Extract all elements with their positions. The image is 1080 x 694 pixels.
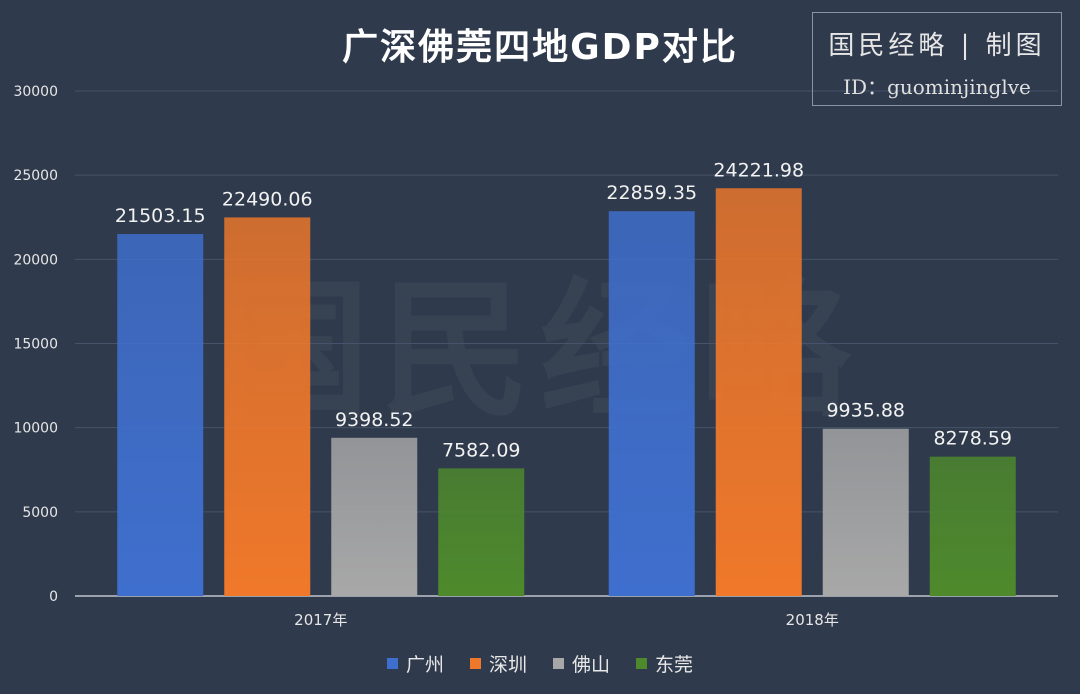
legend-item: 佛山 xyxy=(553,650,610,677)
data-label: 24221.98 xyxy=(713,159,804,181)
y-tick-label: 10000 xyxy=(13,421,58,437)
bar-1-1 xyxy=(715,188,802,596)
y-tick-label: 15000 xyxy=(13,337,58,353)
chart-legend: 广州 深圳 佛山 东莞 xyxy=(0,650,1080,677)
y-tick-label: 30000 xyxy=(13,84,58,100)
watermark-box: 国民经略 | 制图 ID：guominjinglve xyxy=(812,12,1062,106)
watermark-id: ID：guominjinglve xyxy=(843,75,1031,99)
data-label: 21503.15 xyxy=(115,205,206,227)
legend-item: 深圳 xyxy=(469,650,527,677)
data-label: 7582.09 xyxy=(442,439,521,461)
bar-2-0 xyxy=(331,437,418,596)
bar-3-0 xyxy=(438,468,525,596)
legend-label: 深圳 xyxy=(488,654,527,676)
y-tick-label: 20000 xyxy=(13,252,58,268)
legend-swatch xyxy=(386,658,398,669)
y-tick-label: 5000 xyxy=(22,505,58,521)
legend-item: 东莞 xyxy=(636,650,693,677)
legend-item: 广州 xyxy=(386,650,444,677)
y-tick-label: 25000 xyxy=(13,168,58,184)
bar-1-0 xyxy=(224,217,311,596)
bar-2-1 xyxy=(822,428,909,596)
data-label: 9398.52 xyxy=(335,409,414,431)
data-label: 22859.35 xyxy=(606,182,697,204)
data-label: 22490.06 xyxy=(222,188,313,210)
watermark-brand: 国民经略 | 制图 xyxy=(828,31,1046,61)
x-category-label: 2018年 xyxy=(786,611,839,629)
bar-0-1 xyxy=(608,211,695,597)
legend-label: 东莞 xyxy=(655,654,694,676)
chart-title: 广深佛莞四地GDP对比 xyxy=(342,27,738,68)
legend-swatch xyxy=(469,658,481,669)
x-category-label: 2017年 xyxy=(294,611,347,629)
legend-label: 广州 xyxy=(405,654,444,676)
data-label: 9935.88 xyxy=(826,400,905,422)
y-tick-label: 0 xyxy=(49,589,58,605)
legend-swatch xyxy=(636,658,648,669)
legend-swatch xyxy=(553,658,564,669)
data-label: 8278.59 xyxy=(933,428,1012,450)
bar-0-0 xyxy=(117,234,204,596)
legend-label: 佛山 xyxy=(572,654,611,676)
bar-3-1 xyxy=(929,456,1016,596)
